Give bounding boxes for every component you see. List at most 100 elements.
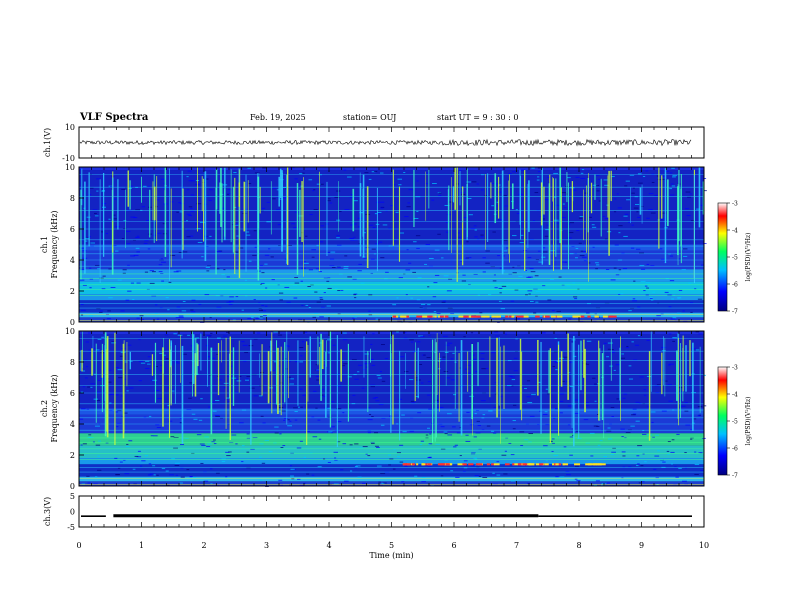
noise-speck [654,194,658,196]
noise-speck [639,264,645,266]
noise-speck [379,201,385,203]
emission-patch [505,463,510,466]
noise-speck [343,267,349,269]
noise-speck [209,468,213,470]
noise-speck [181,310,187,312]
noise-speck [650,411,656,413]
noise-speck [153,234,158,236]
spectral-band [79,244,704,251]
noise-speck [396,297,399,299]
spectrogram-ytick-label: 10 [65,163,75,172]
noise-speck [110,393,116,395]
noise-speck [628,221,632,223]
noise-speck [410,400,415,402]
noise-speck [123,378,127,380]
noise-speck [126,344,132,346]
noise-speck [569,385,574,387]
noise-speck [323,364,327,366]
noise-speck [262,422,266,424]
noise-speck [590,455,594,457]
noise-speck [653,468,657,470]
noise-speck [621,353,624,355]
noise-speck [690,311,693,313]
noise-speck [495,335,500,337]
noise-speck [404,371,409,373]
noise-speck [294,282,300,284]
noise-speck [231,434,237,436]
noise-speck [94,476,98,478]
noise-speck [126,243,131,245]
noise-speck [266,201,270,203]
noise-speck [390,205,394,207]
ch1-ylabel: ch.1(V) [43,128,52,157]
noise-speck [373,170,378,172]
noise-speck [296,447,302,449]
noise-speck [196,203,202,205]
noise-speck [563,446,567,448]
noise-speck [285,392,290,394]
noise-speck [512,428,516,430]
noise-speck [396,331,399,333]
noise-speck [80,314,84,316]
noise-speck [147,356,153,358]
noise-speck [395,211,399,213]
noise-speck [419,444,423,446]
noise-speck [503,194,507,196]
noise-speck [106,318,111,320]
noise-speck [515,209,518,211]
emission-patch [486,463,490,466]
noise-speck [179,482,183,484]
noise-speck [441,301,446,303]
noise-speck [617,207,622,209]
noise-speck [107,310,111,312]
noise-speck [646,339,650,341]
noise-speck [209,235,212,237]
noise-speck [190,476,193,478]
noise-speck [245,379,249,381]
noise-speck [205,178,209,180]
ch3-ylabel: ch.3(V) [43,497,52,526]
noise-speck [424,263,428,265]
noise-speck [222,335,227,337]
noise-speck [604,184,609,186]
noise-speck [342,332,347,334]
noise-speck [668,333,672,335]
noise-speck [618,225,623,227]
noise-speck [96,178,101,180]
noise-speck [576,430,580,432]
noise-speck [278,245,281,247]
noise-speck [603,456,608,458]
noise-speck [102,275,106,277]
noise-speck [176,211,179,213]
xtick-label: 10 [699,541,709,550]
noise-speck [420,336,425,338]
noise-speck [114,411,119,413]
spectral-band [79,170,704,245]
noise-speck [196,228,201,230]
noise-speck [316,369,320,371]
noise-speck [700,470,704,472]
noise-speck [671,167,675,169]
noise-speck [301,172,305,174]
noise-speck [212,410,217,412]
noise-speck [456,236,462,238]
noise-speck [154,304,158,306]
noise-speck [306,473,310,475]
noise-speck [287,244,293,246]
noise-speck [490,266,495,268]
noise-speck [616,398,621,400]
noise-speck [299,361,304,363]
noise-speck [107,381,112,383]
noise-speck [504,333,508,335]
noise-speck [655,477,659,479]
noise-speck [669,255,673,257]
noise-speck [129,185,134,187]
noise-speck [300,280,303,282]
noise-speck [558,276,562,278]
noise-speck [398,356,404,358]
noise-speck [440,475,444,477]
noise-speck [510,480,515,482]
noise-speck [82,284,87,286]
noise-speck [491,430,495,432]
noise-speck [215,416,221,418]
